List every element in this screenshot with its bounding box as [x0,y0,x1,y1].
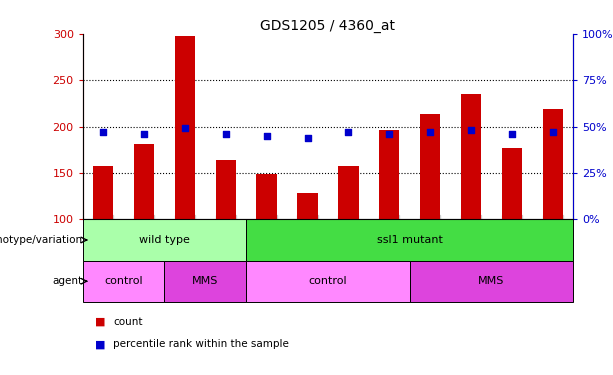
Point [139,131,149,137]
Title: GDS1205 / 4360_at: GDS1205 / 4360_at [261,19,395,33]
Text: wild type: wild type [139,235,190,245]
Point [384,131,394,137]
Bar [461,94,481,219]
Bar [246,219,573,261]
Bar [246,261,409,302]
Point [221,131,230,137]
Bar [338,165,359,219]
Point [343,129,353,135]
Text: genotype/variation: genotype/variation [0,235,83,245]
Text: MMS: MMS [478,276,504,286]
Bar [297,194,318,219]
Text: MMS: MMS [192,276,219,286]
Point [466,127,476,133]
Point [262,133,272,139]
Point [507,131,517,137]
Point [180,125,190,131]
Bar [93,166,113,219]
Point [98,129,108,135]
Text: ■: ■ [95,339,105,350]
Bar [409,261,573,302]
Point [303,135,313,141]
Bar [175,36,195,219]
Text: count: count [113,317,143,327]
Bar [379,130,400,219]
Bar [83,261,164,302]
Text: agent: agent [53,276,83,286]
Text: ■: ■ [95,317,105,327]
Point [425,129,435,135]
Bar [164,261,246,302]
Bar [134,144,154,219]
Bar [256,174,277,219]
Bar [83,219,246,261]
Text: ssl1 mutant: ssl1 mutant [377,235,443,245]
Text: percentile rank within the sample: percentile rank within the sample [113,339,289,350]
Bar [501,148,522,219]
Bar [420,114,440,219]
Point [548,129,558,135]
Bar [543,109,563,219]
Bar [216,160,236,219]
Text: control: control [104,276,143,286]
Text: control: control [308,276,348,286]
